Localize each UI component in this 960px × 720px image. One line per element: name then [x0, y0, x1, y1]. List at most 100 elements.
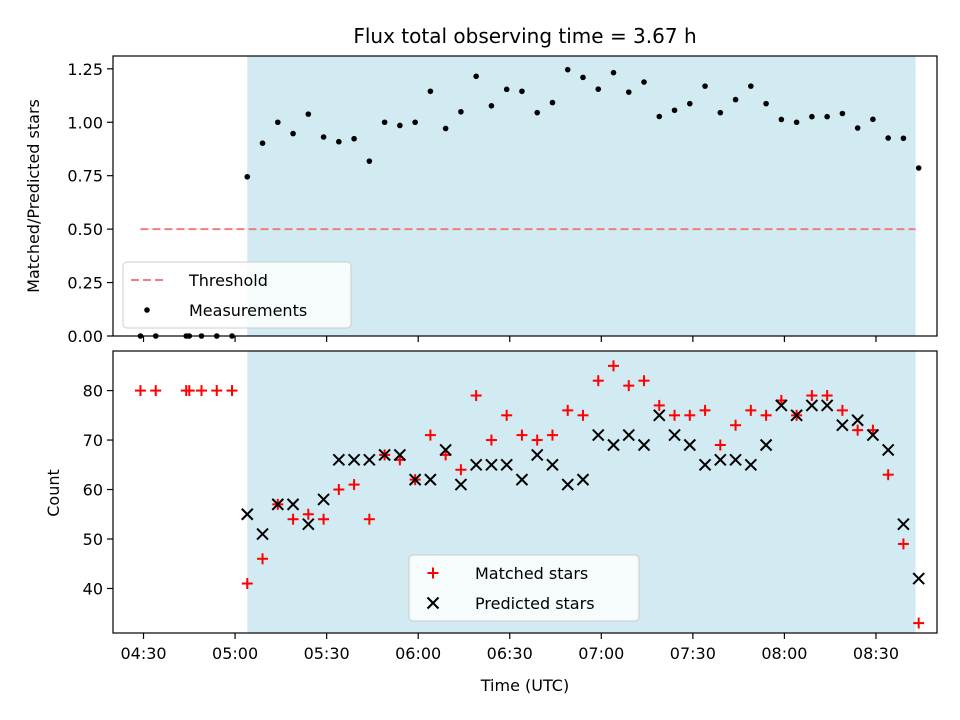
- matched-star-point: [669, 409, 681, 421]
- legend-matched-swatch: [427, 567, 439, 579]
- measurement-point: [915, 165, 922, 171]
- measurement-point: [595, 86, 602, 92]
- measurement-point: [549, 99, 556, 106]
- matched-star-point: [760, 409, 772, 421]
- predicted-star-point: [637, 438, 651, 452]
- measurement-point: [366, 158, 373, 164]
- predicted-star-point: [759, 438, 773, 452]
- matched-star-point: [134, 385, 146, 397]
- predicted-star-point: [805, 399, 819, 412]
- measurement-point: [793, 119, 800, 126]
- measurement-point: [732, 96, 739, 103]
- y-tick-label: 0.25: [67, 274, 103, 293]
- series-layer: [134, 360, 925, 629]
- measurement-point: [305, 111, 312, 117]
- predicted-star-point: [515, 473, 529, 486]
- predicted-star-point: [393, 448, 407, 462]
- predicted-star-point: [897, 517, 910, 531]
- measurement-point: [534, 109, 541, 116]
- predicted-star-point: [424, 473, 437, 486]
- measurement-point: [259, 140, 266, 147]
- x-tick-label: 07:30: [670, 644, 716, 663]
- legend-box: [122, 261, 352, 329]
- predicted-star-point: [607, 438, 620, 452]
- y-tick-label: 1.00: [67, 113, 103, 132]
- matched-star-point: [836, 404, 848, 416]
- predicted-star-point: [653, 409, 666, 422]
- measurement-point: [809, 113, 815, 120]
- predicted-star-point: [439, 443, 452, 457]
- x-tick-label: 07:00: [578, 644, 624, 663]
- measurement-point: [778, 116, 785, 123]
- matched-star-point: [318, 513, 330, 525]
- matched-star-point: [714, 439, 726, 451]
- matched-star-point: [226, 385, 238, 397]
- legend-label: Measurements: [189, 301, 307, 320]
- predicted-star-point: [775, 399, 788, 412]
- x-axis-label: Time (UTC): [480, 676, 569, 695]
- legend-box: [408, 554, 640, 622]
- bottom-y-axis-label: Count: [44, 469, 63, 517]
- predicted-star-point: [592, 428, 605, 442]
- predicted-star-point: [866, 428, 880, 442]
- matched-star-point: [196, 385, 208, 397]
- matched-star-point: [302, 508, 314, 520]
- measurement-point: [442, 125, 449, 132]
- measurement-point: [580, 74, 586, 81]
- measurement-point: [702, 83, 708, 89]
- measurement-point: [320, 134, 327, 140]
- measurement-point: [290, 130, 296, 137]
- predicted-star-point: [851, 414, 864, 427]
- measurement-point: [458, 108, 464, 115]
- y-tick-label: 1.25: [67, 60, 103, 79]
- legend-label: Matched stars: [475, 564, 588, 583]
- predicted-star-point: [469, 458, 483, 471]
- matched-star-point: [608, 360, 620, 372]
- measurement-point: [656, 113, 663, 120]
- top-y-axis-label: Matched/Predicted stars: [24, 99, 43, 293]
- measurement-point: [671, 107, 678, 114]
- matched-star-point: [577, 409, 589, 421]
- matched-star-point: [348, 479, 360, 491]
- matched-star-point: [211, 385, 223, 397]
- predicted-star-point: [302, 517, 315, 531]
- predicted-star-point: [820, 399, 834, 412]
- matched-star-point: [241, 578, 253, 590]
- matched-star-point: [516, 429, 528, 441]
- matched-star-point: [333, 484, 345, 496]
- matched-star-point: [150, 385, 162, 397]
- y-tick-label: 0.75: [67, 167, 103, 186]
- predicted-star-point: [347, 453, 361, 467]
- x-tick-label: 06:00: [395, 644, 441, 663]
- measurement-point: [641, 79, 647, 85]
- matched-star-point: [699, 404, 711, 416]
- matched-star-point: [501, 409, 513, 421]
- measurement-point: [839, 110, 846, 117]
- predicted-star-point: [836, 419, 849, 432]
- predicted-star-point: [714, 453, 727, 467]
- axes-frame: [112, 55, 938, 337]
- matched-star-point: [897, 538, 909, 550]
- measurement-point: [503, 86, 510, 93]
- legend-measurement-swatch: [144, 307, 150, 313]
- matched-star-point: [562, 404, 574, 416]
- x-tick-label: 08:30: [853, 644, 899, 663]
- matched-star-point: [470, 390, 482, 402]
- matched-star-point: [806, 390, 818, 402]
- x-tick-label: 06:30: [487, 644, 533, 663]
- measurement-point: [427, 88, 434, 95]
- matched-star-point: [485, 434, 497, 446]
- matched-star-point: [684, 409, 696, 421]
- measurement-point: [687, 100, 693, 107]
- y-tick-label: 60: [83, 481, 103, 500]
- measurement-point: [336, 138, 342, 145]
- legend: Matched stars Predicted stars: [408, 554, 640, 622]
- matched-star-point: [730, 419, 742, 431]
- predicted-star-point: [241, 508, 254, 521]
- matched-star-point: [653, 399, 665, 411]
- matched-star-point: [424, 429, 436, 441]
- top-panel: 0.00 0.25 0.50 0.75 1.00 1.25 Threshold Measure…: [67, 55, 938, 346]
- y-tick-label: 0.00: [67, 327, 103, 346]
- legend-label: Threshold: [188, 271, 268, 290]
